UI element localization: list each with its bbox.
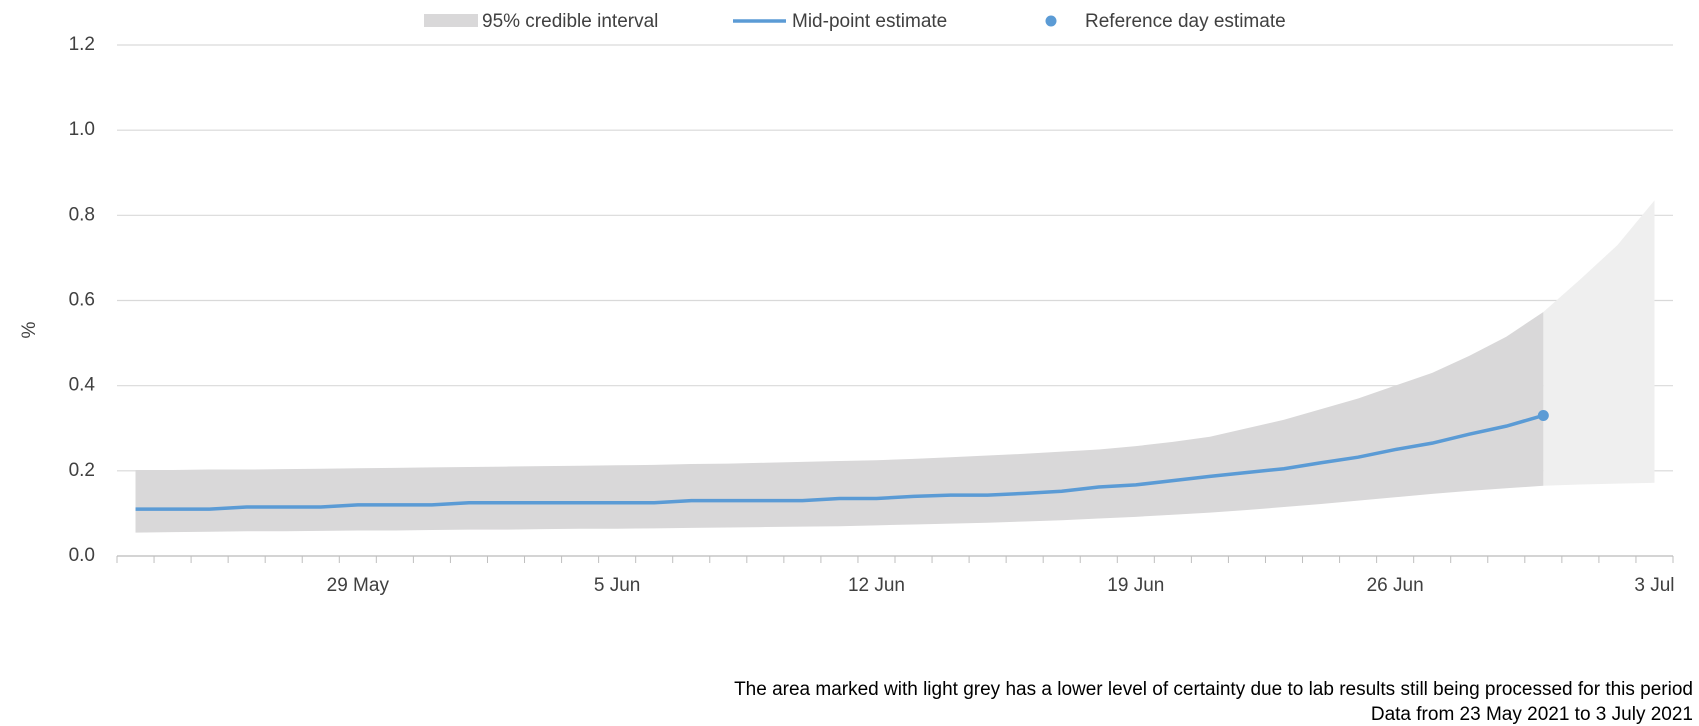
y-tick-label: 1.0 [69, 119, 95, 140]
x-tick-label: 29 May [327, 575, 390, 596]
y-axis-label: % [19, 321, 40, 338]
x-tick-label: 3 Jul [1634, 575, 1674, 596]
x-tick-label: 19 Jun [1107, 575, 1164, 596]
mid-line [135, 413, 1544, 511]
x-tick-label: 26 Jun [1367, 575, 1424, 596]
legend-swatch [424, 14, 478, 27]
y-tick-label: 0.4 [69, 375, 96, 396]
y-tick-label: 0.2 [69, 460, 95, 481]
legend-label: 95% credible interval [482, 11, 658, 32]
x-tick-label: 5 Jun [594, 575, 640, 596]
y-tick-label: 0.8 [69, 204, 95, 225]
uncertain-band [1543, 200, 1655, 486]
legend-label: Mid-point estimate [792, 11, 947, 32]
legend-label: Reference day estimate [1085, 11, 1286, 32]
note: Data from 23 May 2021 to 3 July 2021 [1371, 704, 1693, 725]
y-tick-label: 0.6 [69, 290, 95, 311]
x-tick-label: 12 Jun [848, 575, 905, 596]
y-tick-label: 1.2 [69, 34, 95, 55]
reference-point [1537, 409, 1549, 421]
y-tick-label: 0.0 [69, 545, 95, 566]
note: The area marked with light grey has a lo… [734, 679, 1693, 700]
legend-swatch [1045, 15, 1057, 27]
